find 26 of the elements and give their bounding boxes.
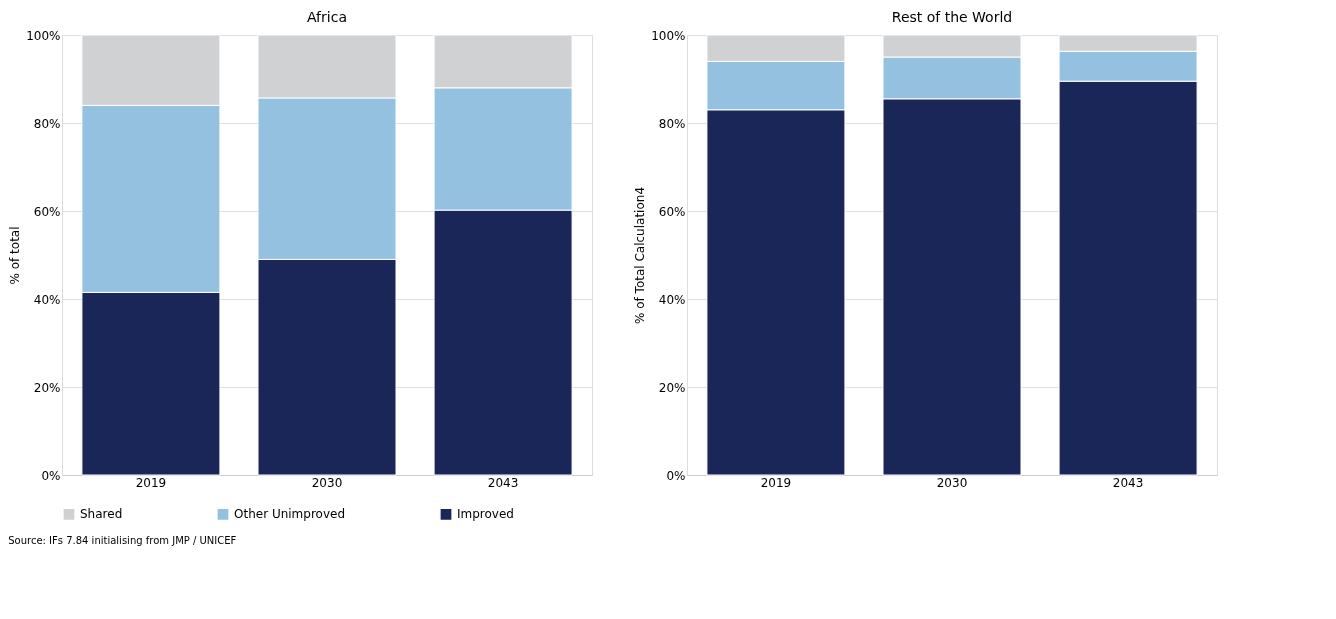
y-tick-label: 80% [658, 116, 686, 131]
y-tick-label: 40% [658, 292, 686, 307]
y-axis-title: % of Total Calculation4 [633, 186, 648, 325]
x-tick-label: 2030 [936, 475, 968, 490]
legend-label: Shared [80, 507, 123, 522]
y-tick-label: 0% [41, 468, 61, 483]
y-tick-label: 20% [33, 380, 61, 395]
x-tick-label: 2043 [1112, 475, 1144, 490]
y-axis-title: % of total [8, 226, 23, 285]
y-tick-label: 0% [666, 468, 686, 483]
y-tick-label: 40% [33, 292, 61, 307]
y-tick-label: 100% [651, 28, 686, 43]
x-tick-label: 2030 [311, 475, 343, 490]
x-tick-label: 2019 [760, 475, 792, 490]
legend-label: Improved [457, 507, 514, 522]
y-tick-label: 80% [33, 116, 61, 131]
y-tick-label: 60% [658, 204, 686, 219]
x-tick-label: 2019 [135, 475, 167, 490]
x-tick-label: 2043 [487, 475, 519, 490]
legend-label: Other Unimproved [234, 507, 346, 522]
chart-title: Africa [307, 9, 347, 25]
y-tick-label: 20% [658, 380, 686, 395]
y-tick-label: 100% [26, 28, 61, 43]
chart-title: Rest of the World [891, 9, 1013, 25]
source-note: Source: IFs 7.84 initialising from JMP / UNICEF [8, 535, 237, 546]
y-tick-label: 60% [33, 204, 61, 219]
